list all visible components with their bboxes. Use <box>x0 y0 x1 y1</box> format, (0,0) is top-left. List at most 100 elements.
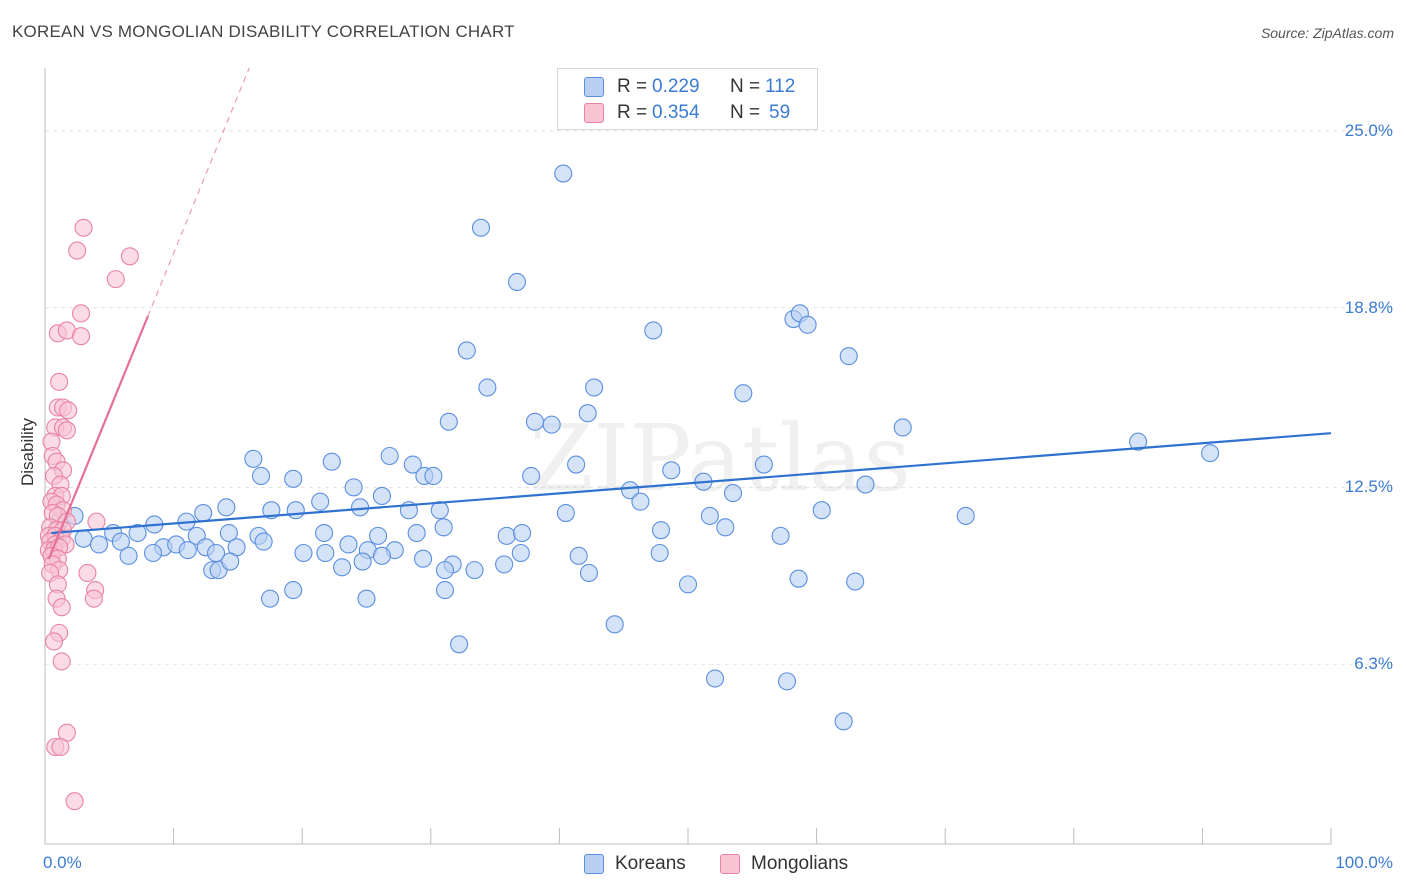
korean-point-36 <box>631 492 650 511</box>
legend-swatch-koreans <box>584 854 604 874</box>
korean-point-40 <box>311 492 330 511</box>
korean-point-29 <box>284 469 303 488</box>
korean-point-96 <box>221 552 240 571</box>
watermark: ZIPatlas <box>529 405 910 512</box>
stats-row-mongolian: R = 0.354 N = 59 <box>558 100 817 126</box>
korean-trend-line <box>51 432 1332 535</box>
mongolian-point-54 <box>44 632 64 651</box>
korean-point-91 <box>465 561 484 580</box>
mongolian-n-label: N = <box>730 102 761 123</box>
legend: Koreans Mongolians <box>0 852 1406 878</box>
korean-point-108 <box>705 669 725 688</box>
korean-point-8 <box>839 347 858 366</box>
korean-point-16 <box>893 418 912 437</box>
mongolian-swatch <box>584 103 604 123</box>
korean-point-5 <box>798 315 817 334</box>
korean-point-93 <box>579 563 599 583</box>
mongolian-n-value: 59 <box>769 102 791 123</box>
korean-point-27 <box>662 461 681 480</box>
korean-point-47 <box>956 506 975 525</box>
legend-label-koreans: Koreans <box>615 853 686 874</box>
korean-point-86 <box>294 543 313 563</box>
mongolian-point-4 <box>71 304 91 323</box>
korean-point-12 <box>578 404 597 423</box>
korean-n-value: 112 <box>765 76 796 97</box>
korean-point-87 <box>316 543 335 563</box>
korean-point-67 <box>74 529 93 548</box>
korean-point-6 <box>644 321 663 340</box>
chart-title: KOREAN VS MONGOLIAN DISABILITY CORRELATI… <box>12 22 515 41</box>
korean-point-75 <box>339 535 358 554</box>
y-tick-label-0: 6.3% <box>1354 654 1393 674</box>
series-koreans <box>50 164 1220 731</box>
korean-point-84 <box>178 541 197 560</box>
korean-point-103 <box>435 581 454 600</box>
korean-point-0 <box>554 164 573 183</box>
korean-point-52 <box>194 504 213 523</box>
korean-point-26 <box>522 466 541 486</box>
korean-point-17 <box>1129 432 1148 451</box>
y-axis-label: Disability <box>18 417 37 486</box>
x-tick-max: 100.0% <box>1335 853 1393 872</box>
korean-point-81 <box>650 543 669 563</box>
korean-point-32 <box>344 478 363 497</box>
mongolian-point-58 <box>51 737 70 757</box>
mongolian-r-value: 0.354 <box>652 102 700 123</box>
korean-point-92 <box>495 555 514 574</box>
korean-swatch <box>584 77 604 97</box>
korean-point-104 <box>260 589 280 608</box>
x-tick-min: 0.0% <box>43 853 82 872</box>
korean-r-value: 0.229 <box>652 76 700 97</box>
korean-point-20 <box>322 452 341 471</box>
mongolian-point-29 <box>87 512 106 531</box>
korean-point-88 <box>353 552 372 571</box>
mongolian-point-3 <box>106 270 125 289</box>
korean-point-41 <box>351 498 370 517</box>
mongolian-point-1 <box>68 241 87 260</box>
korean-point-22 <box>567 455 586 474</box>
mongolian-point-7 <box>71 327 91 346</box>
korean-point-28 <box>251 466 271 486</box>
mongolian-point-50 <box>84 589 103 608</box>
mongolian-trend-extension <box>147 67 250 317</box>
source-credit: Source: ZipAtlas.com <box>1260 25 1394 41</box>
korean-point-97 <box>333 558 352 577</box>
y-tick-label-3: 25.0% <box>1344 120 1393 140</box>
korean-point-31 <box>856 475 875 494</box>
korean-point-109 <box>777 672 797 691</box>
korean-point-39 <box>286 501 305 520</box>
mongolian-point-8 <box>50 372 69 391</box>
mongolian-point-52 <box>52 598 71 617</box>
korean-point-11 <box>734 384 753 403</box>
korean-point-1 <box>471 218 491 237</box>
korean-point-63 <box>513 523 532 543</box>
mongolian-point-59 <box>65 792 84 811</box>
korean-point-100 <box>789 569 808 588</box>
korean-point-59 <box>369 526 388 545</box>
korean-point-62 <box>497 526 516 545</box>
korean-point-83 <box>143 543 163 563</box>
korean-point-68 <box>89 535 109 554</box>
gridlines <box>45 130 1392 665</box>
korean-point-19 <box>380 446 399 466</box>
korean-point-33 <box>621 481 640 500</box>
korean-point-101 <box>846 572 865 591</box>
mongolian-point-47 <box>78 563 97 583</box>
korean-point-46 <box>812 501 831 520</box>
korean-point-98 <box>435 561 454 580</box>
korean-point-15 <box>542 415 561 434</box>
korean-point-37 <box>217 498 236 517</box>
korean-point-69 <box>111 532 130 551</box>
korean-point-56 <box>219 523 238 543</box>
mongolian-trend-line <box>47 315 149 560</box>
korean-point-107 <box>450 635 469 654</box>
y-tick-label-2: 18.8% <box>1344 297 1393 317</box>
korean-point-58 <box>315 523 334 543</box>
stats-box: R = 0.229 N = 112 R = 0.354 N = 59 <box>557 68 818 130</box>
korean-point-25 <box>424 466 443 486</box>
korean-point-64 <box>651 521 671 540</box>
mongolian-point-0 <box>74 218 93 237</box>
korean-r-label: R = <box>617 76 648 97</box>
korean-point-99 <box>678 575 698 594</box>
